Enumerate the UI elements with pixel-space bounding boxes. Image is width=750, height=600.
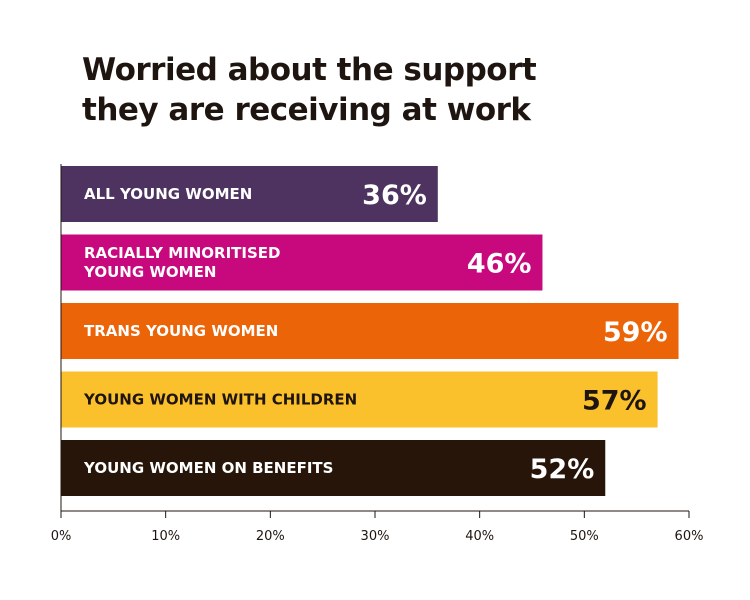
chart-title: Worried about the support they are recei… — [82, 50, 682, 130]
bar-value-label: 36% — [362, 180, 427, 211]
bar-value-label: 46% — [467, 249, 532, 280]
bar — [61, 303, 679, 359]
x-tick-label: 20% — [256, 529, 285, 544]
bar-label: RACIALLY MINORITISED — [84, 244, 280, 262]
x-tick-label: 0% — [51, 529, 72, 544]
chart-title-line-2: they are receiving at work — [82, 92, 531, 128]
bar-label: TRANS YOUNG WOMEN — [84, 322, 278, 340]
bar-label: YOUNG WOMEN ON BENEFITS — [83, 459, 333, 477]
bar-value-label: 59% — [603, 317, 668, 348]
x-tick-label: 50% — [570, 529, 599, 544]
x-tick-label: 60% — [675, 529, 704, 544]
bar — [61, 234, 543, 291]
bar — [61, 371, 658, 428]
x-tick-label: 30% — [361, 529, 390, 544]
bar-label: YOUNG WOMEN — [83, 263, 216, 281]
chart-title-line-1: Worried about the support — [82, 52, 537, 88]
bar — [61, 440, 606, 496]
bar-label: YOUNG WOMEN WITH CHILDREN — [83, 391, 357, 409]
bar — [61, 166, 438, 222]
x-tick-label: 40% — [465, 529, 494, 544]
bar-value-label: 57% — [582, 386, 647, 417]
bar-value-label: 52% — [530, 454, 595, 485]
bar-label: ALL YOUNG WOMEN — [84, 185, 252, 203]
x-tick-label: 10% — [151, 529, 180, 544]
